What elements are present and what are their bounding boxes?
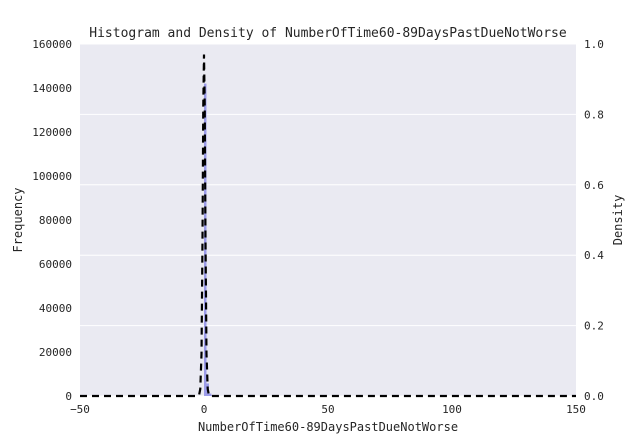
y-tick-label: 120000 [32, 126, 72, 139]
y-tick-label: 40000 [39, 302, 72, 315]
y-tick-label: 0 [65, 390, 72, 403]
tick-labels: −50 0 50 100 1500200004000060000800001000001… [32, 38, 604, 416]
chart-title: Histogram and Density of NumberOfTime60-… [89, 26, 567, 41]
x-tick-label: 50 [321, 403, 334, 416]
plot-area [80, 44, 576, 396]
y2-tick-label: 0.2 [584, 320, 604, 333]
x-tick-label: 0 [201, 403, 208, 416]
y2-tick-label: 1.0 [584, 38, 604, 51]
y-tick-label: 100000 [32, 170, 72, 183]
histogram-bar [204, 83, 207, 396]
y-tick-label: 20000 [39, 346, 72, 359]
x-tick-label: 100 [442, 403, 462, 416]
y-tick-label: 60000 [39, 258, 72, 271]
x-tick-label: 150 [566, 403, 586, 416]
histogram-bar [208, 393, 212, 396]
y2-tick-label: 0.8 [584, 108, 604, 121]
y-tick-label: 80000 [39, 214, 72, 227]
y2-axis-title: Density [611, 195, 625, 246]
density-curve [80, 54, 576, 398]
y2-tick-label: 0.0 [584, 390, 604, 403]
plot-background [80, 44, 576, 396]
y-tick-label: 140000 [32, 82, 72, 95]
x-tick-label: −50 [70, 403, 90, 416]
y2-tick-label: 0.6 [584, 179, 604, 192]
x-axis-title: NumberOfTime60-89DaysPastDueNotWorse [198, 420, 458, 434]
y-axis-title: Frequency [11, 187, 25, 252]
density-curve-layer [80, 54, 576, 398]
y-tick-label: 160000 [32, 38, 72, 51]
y2-tick-label: 0.4 [584, 249, 604, 262]
